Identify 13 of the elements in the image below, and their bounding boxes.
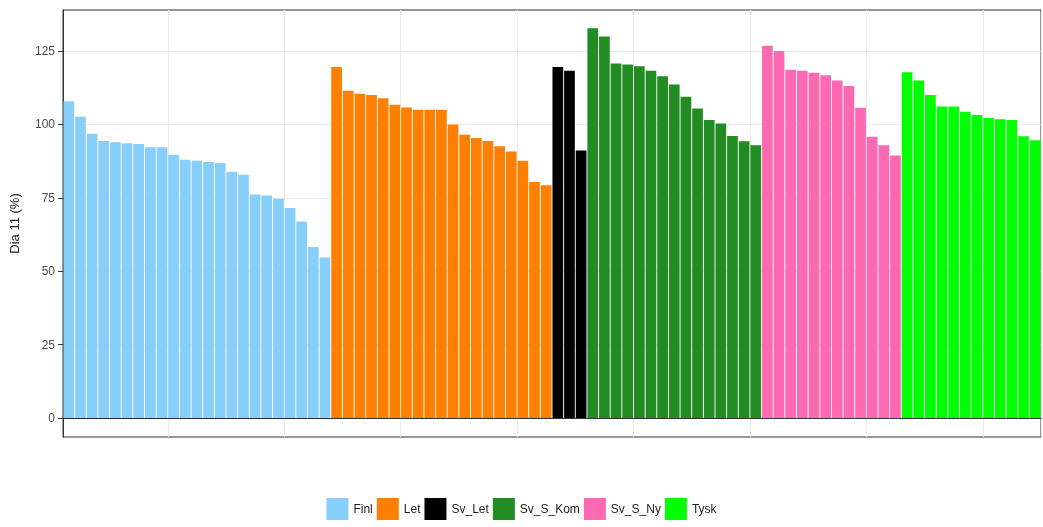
- legend-label: Let: [403, 502, 422, 516]
- y-tick-label: 100: [34, 117, 56, 132]
- y-tick-label: 25: [41, 337, 56, 352]
- legend-label: Sv_S_Kom: [519, 502, 580, 516]
- y-tick-label: 75: [41, 190, 56, 205]
- y-tick-label: 0: [48, 410, 56, 425]
- legend-label: Sv_Let: [451, 502, 490, 516]
- y-tick-label: 50: [41, 264, 56, 279]
- legend-label: Finl: [353, 502, 373, 516]
- legend-label: Sv_S_Ny: [610, 502, 661, 516]
- y-tick-label: 125: [34, 44, 56, 59]
- legend-label: Tysk: [691, 502, 718, 516]
- y-axis-title: Dia 11 (%): [7, 193, 22, 254]
